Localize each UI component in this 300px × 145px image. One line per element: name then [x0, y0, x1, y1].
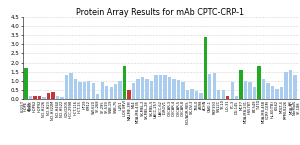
- Bar: [226, 96, 230, 99]
- Bar: [132, 83, 135, 99]
- Bar: [56, 96, 59, 99]
- Bar: [42, 97, 46, 99]
- Bar: [235, 96, 238, 99]
- Bar: [257, 66, 261, 99]
- Bar: [190, 89, 194, 99]
- Bar: [239, 70, 243, 99]
- Bar: [141, 77, 144, 99]
- Bar: [253, 87, 256, 99]
- Bar: [208, 74, 212, 99]
- Bar: [96, 94, 100, 99]
- Bar: [275, 89, 279, 99]
- Bar: [118, 81, 122, 99]
- Bar: [78, 82, 82, 99]
- Bar: [168, 77, 171, 99]
- Bar: [87, 81, 91, 99]
- Bar: [213, 73, 216, 99]
- Bar: [177, 80, 180, 99]
- Title: Protein Array Results for mAb CPTC-CRP-1: Protein Array Results for mAb CPTC-CRP-1: [76, 8, 244, 17]
- Bar: [150, 81, 153, 99]
- Bar: [271, 86, 274, 99]
- Bar: [38, 96, 41, 99]
- Bar: [128, 90, 131, 99]
- Bar: [204, 37, 207, 99]
- Bar: [83, 82, 86, 99]
- Bar: [293, 75, 297, 99]
- Bar: [146, 79, 149, 99]
- Bar: [248, 82, 252, 99]
- Bar: [74, 79, 77, 99]
- Bar: [47, 93, 50, 99]
- Bar: [159, 75, 162, 99]
- Bar: [163, 75, 167, 99]
- Bar: [280, 87, 283, 99]
- Bar: [105, 86, 108, 99]
- Bar: [51, 92, 55, 99]
- Bar: [154, 75, 158, 99]
- Bar: [217, 90, 220, 99]
- Bar: [65, 75, 68, 99]
- Bar: [92, 83, 95, 99]
- Bar: [181, 82, 184, 99]
- Bar: [266, 83, 270, 99]
- Bar: [195, 91, 198, 99]
- Bar: [186, 90, 189, 99]
- Bar: [100, 82, 104, 99]
- Bar: [244, 81, 247, 99]
- Bar: [262, 79, 265, 99]
- Bar: [24, 68, 28, 99]
- Bar: [69, 73, 73, 99]
- Bar: [33, 96, 37, 99]
- Bar: [123, 66, 126, 99]
- Bar: [289, 70, 292, 99]
- Bar: [60, 97, 64, 99]
- Bar: [136, 79, 140, 99]
- Bar: [114, 84, 117, 99]
- Bar: [221, 90, 225, 99]
- Bar: [29, 96, 32, 99]
- Bar: [230, 82, 234, 99]
- Bar: [172, 79, 176, 99]
- Bar: [284, 71, 288, 99]
- Bar: [199, 93, 203, 99]
- Bar: [110, 87, 113, 99]
